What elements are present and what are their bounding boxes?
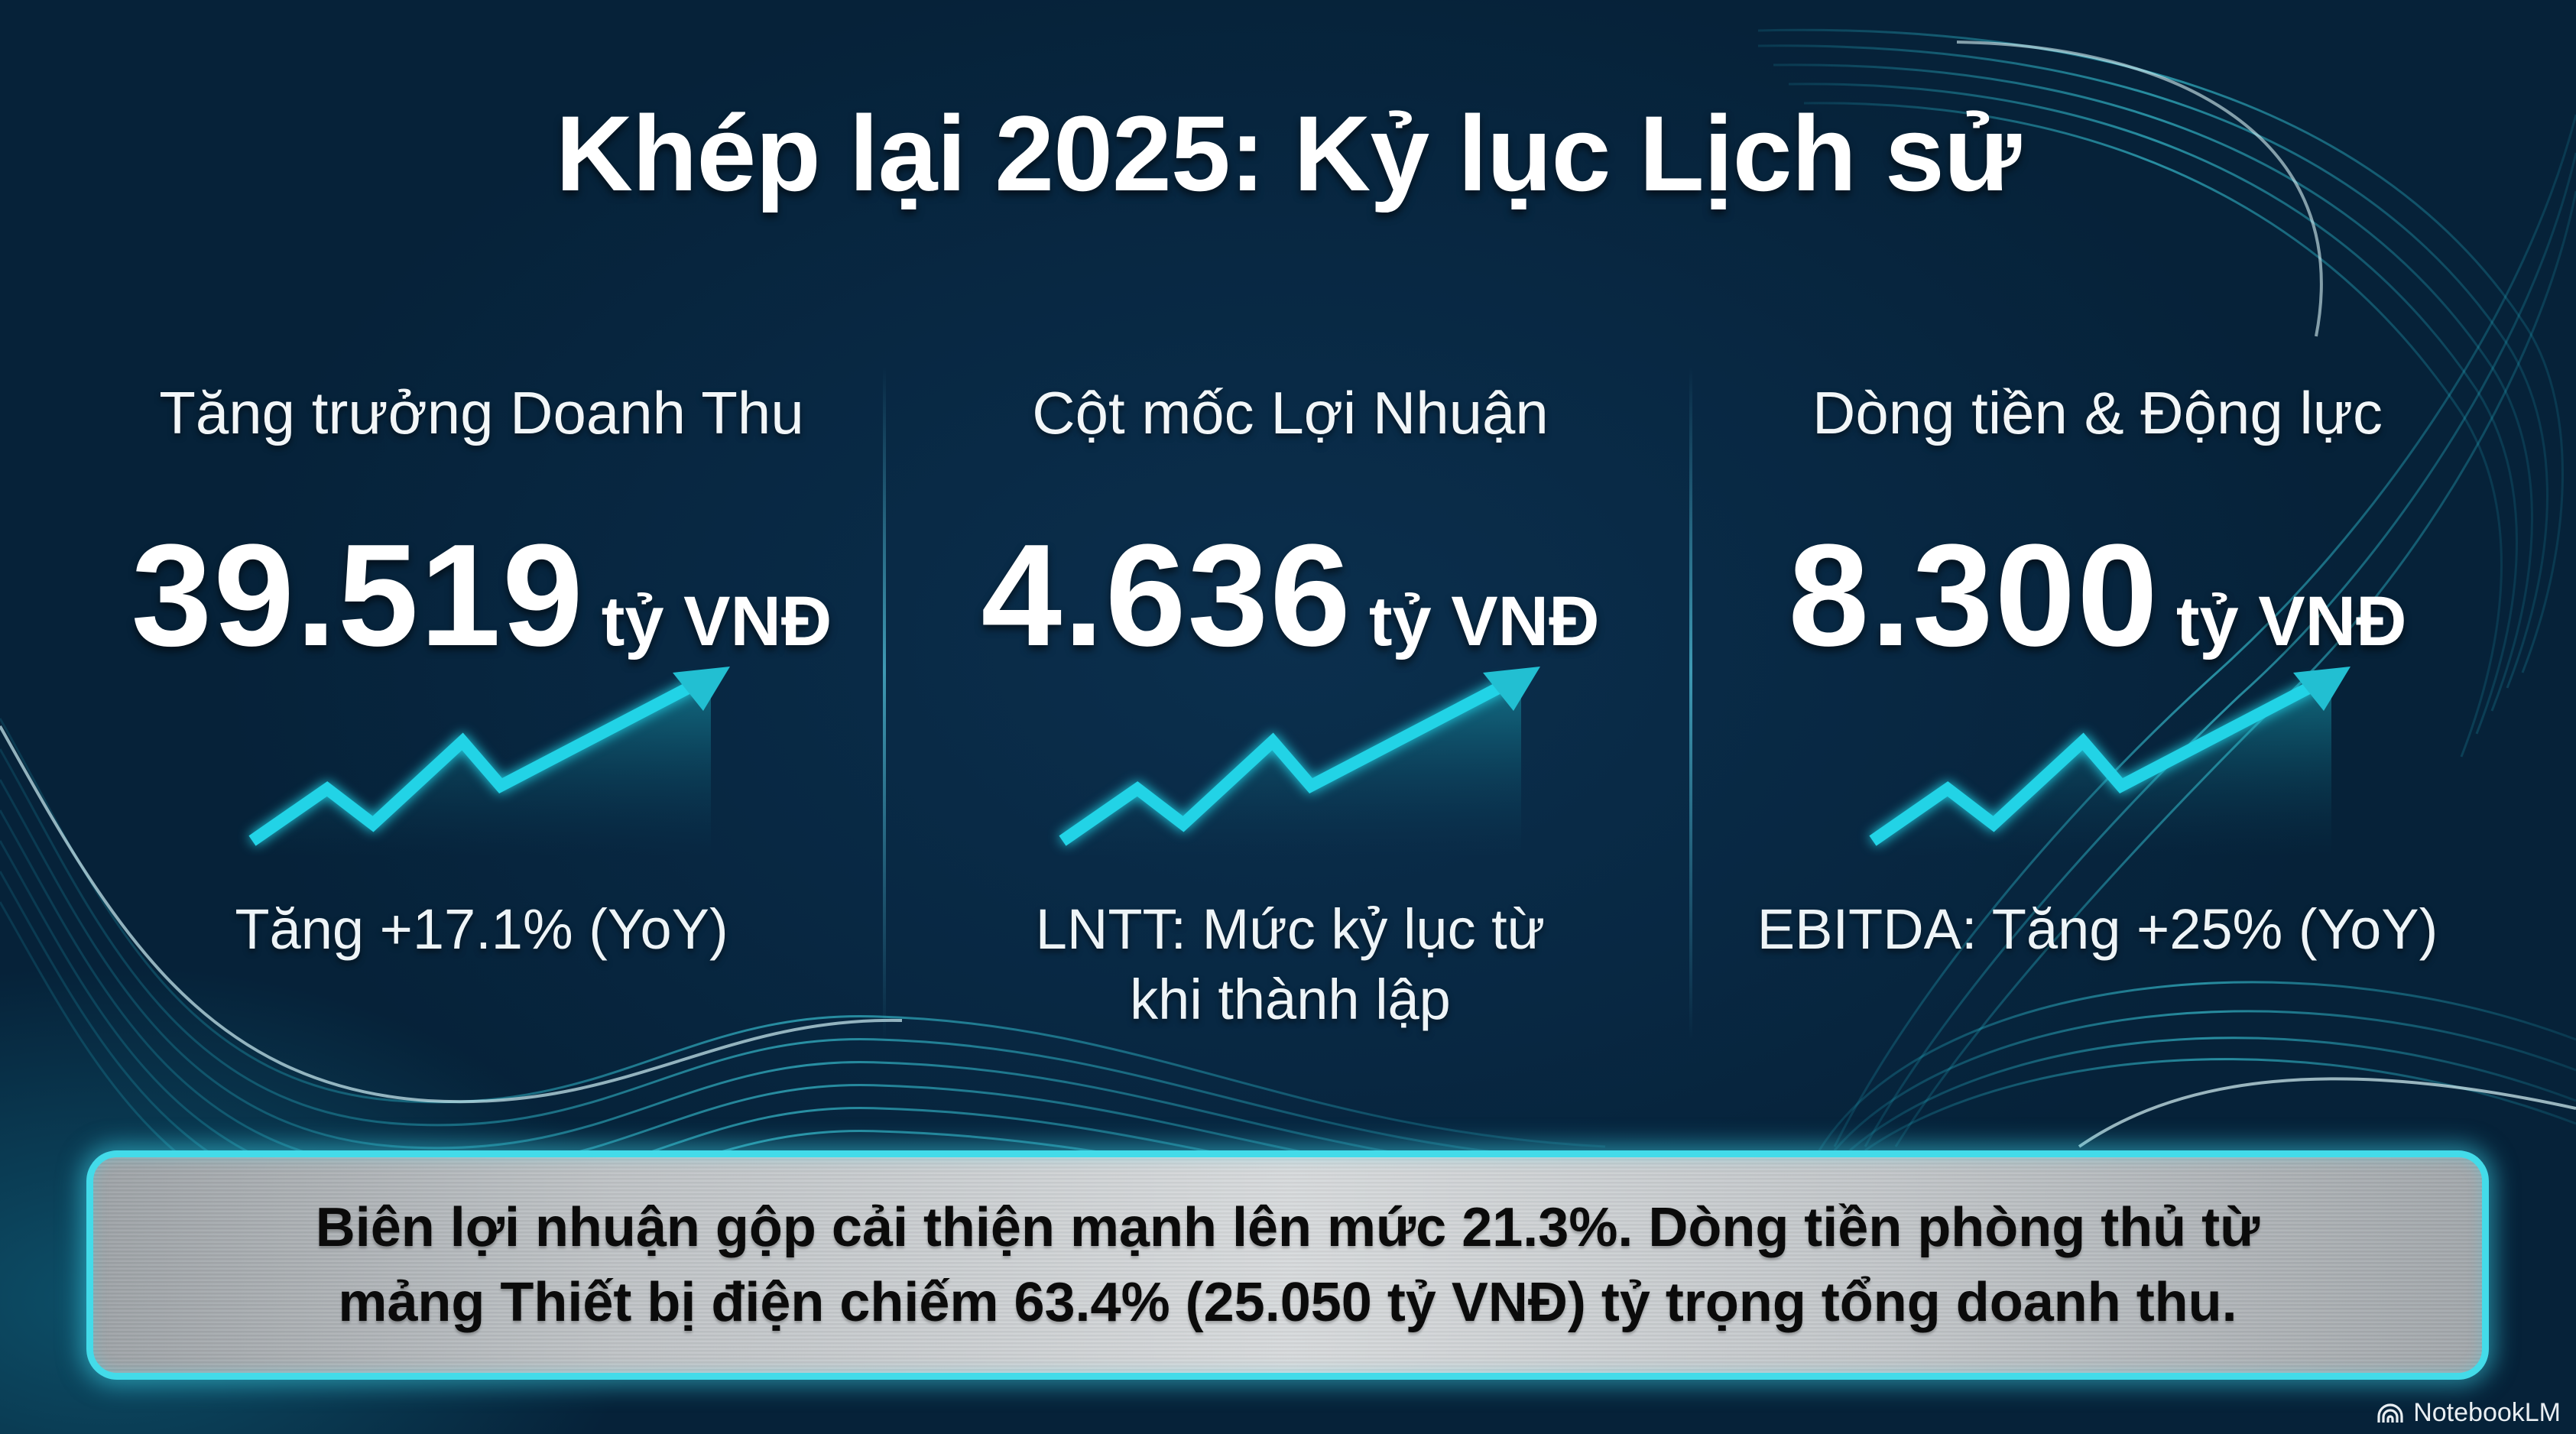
metric-unit: tỷ VNĐ	[2175, 582, 2407, 660]
summary-banner: Biên lợi nhuận gộp cải thiện mạnh lên mứ…	[86, 1150, 2489, 1380]
metric-subtitle-line: Tăng +17.1% (YoY)	[235, 897, 728, 961]
metric-heading: Cột mốc Lợi Nhuận	[1032, 379, 1549, 446]
metric-number: 39.519	[131, 514, 585, 676]
metric-heading: Tăng trưởng Doanh Thu	[159, 379, 804, 446]
metric-value: 39.519 tỷ VNĐ	[76, 512, 887, 679]
metric-subtitle: Tăng +17.1% (YoY)	[76, 894, 887, 965]
metric-unit: tỷ VNĐ	[1368, 582, 1600, 660]
metric-number: 4.636	[981, 514, 1352, 676]
trend-up-arrow-icon	[1869, 667, 2351, 856]
metric-value: 4.636 tỷ VNĐ	[885, 512, 1695, 679]
watermark-label: NotebookLM	[2413, 1398, 2561, 1427]
metric-subtitle-line: khi thành lập	[1130, 968, 1451, 1031]
slide-title: Khép lại 2025: Kỷ lục Lịch sử	[555, 93, 2021, 213]
metric-number: 8.300	[1788, 514, 2159, 676]
metric-heading: Dòng tiền & Động lực	[1812, 379, 2383, 446]
trend-up-arrow-icon	[1059, 667, 1540, 856]
notebooklm-watermark: NotebookLM	[2376, 1398, 2561, 1428]
trend-up-arrow-icon	[248, 667, 730, 856]
summary-line: Biên lợi nhuận gộp cải thiện mạnh lên mứ…	[315, 1197, 2260, 1258]
summary-text: Biên lợi nhuận gộp cải thiện mạnh lên mứ…	[316, 1190, 2260, 1340]
summary-line: mảng Thiết bị điện chiếm 63.4% (25.050 t…	[338, 1272, 2237, 1333]
metric-unit: tỷ VNĐ	[601, 582, 832, 660]
metric-card-revenue: Tăng trưởng Doanh Thu 39.519 tỷ VNĐ Tăng …	[76, 0, 887, 1085]
notebooklm-logo-icon	[2377, 1403, 2403, 1423]
metric-subtitle-line: LNTT: Mức kỷ lục từ	[1035, 897, 1546, 961]
metric-card-cashflow: Dòng tiền & Động lực 8.300 tỷ VNĐ EBITDA:…	[1692, 0, 2503, 1085]
column-divider	[883, 367, 886, 1040]
metric-value: 8.300 tỷ VNĐ	[1692, 512, 2503, 679]
metric-subtitle: EBITDA: Tăng +25% (YoY)	[1692, 894, 2503, 965]
column-divider	[1689, 367, 1692, 1040]
metric-subtitle: LNTT: Mức kỷ lục từ khi thành lập	[885, 894, 1695, 1035]
metric-subtitle-line: EBITDA: Tăng +25% (YoY)	[1757, 897, 2438, 961]
metric-card-profit: Cột mốc Lợi Nhuận 4.636 tỷ VNĐ LNTT: Mức …	[885, 0, 1695, 1085]
